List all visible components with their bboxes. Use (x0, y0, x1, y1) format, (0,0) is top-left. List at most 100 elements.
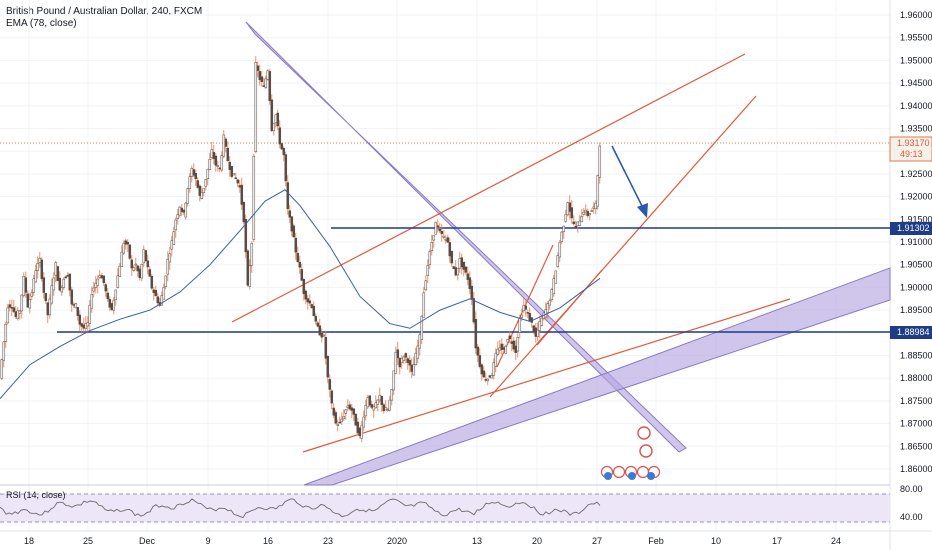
candle-body (302, 279, 306, 295)
candle-body (148, 269, 152, 277)
candle-body (502, 347, 506, 350)
candle-body (234, 177, 238, 179)
chart-title: British Pound / Australian Dollar, 240, … (6, 6, 203, 17)
candle-body (298, 261, 302, 268)
candle-body (290, 216, 294, 232)
candle-body (174, 219, 178, 231)
candle-body (472, 298, 476, 323)
upper-trendline[interactable] (231, 53, 746, 323)
event-flag-icon[interactable] (636, 465, 650, 479)
price-tick-label: 1.86500 (900, 441, 932, 451)
candle-body (526, 312, 530, 314)
price-tick-label: 1.92500 (900, 169, 932, 179)
candle-body (32, 278, 36, 293)
candle-body (288, 210, 292, 218)
candle-body (224, 138, 228, 147)
candle-body (572, 221, 576, 225)
candle-body (440, 230, 444, 235)
candle-body (594, 202, 598, 209)
candle-body (406, 358, 410, 363)
candle-body (68, 273, 72, 291)
candle-body (426, 265, 430, 276)
candle-body (108, 298, 112, 308)
candlestick-series (0, 56, 602, 443)
candle-body (432, 235, 436, 241)
event-flag-icon (604, 472, 612, 480)
candle-body (592, 206, 596, 209)
lower-trendline[interactable] (302, 298, 791, 453)
price-tick-label: 1.87500 (900, 396, 932, 406)
candle-body (146, 260, 150, 268)
ema-line (0, 189, 601, 399)
candle-body (228, 162, 232, 170)
candle-body (20, 294, 24, 312)
candle-body (482, 370, 486, 378)
candle-body (568, 202, 572, 212)
candle-body (404, 353, 408, 358)
candle-body (138, 268, 142, 278)
candle-body (92, 287, 96, 292)
candle-body (538, 321, 542, 331)
candle-body (436, 225, 440, 228)
time-tick-label: 20 (532, 536, 542, 546)
candle-body (184, 202, 188, 218)
candle-body (168, 253, 172, 263)
candle-body (164, 275, 168, 287)
candle-body (78, 314, 82, 325)
candle-body (190, 168, 194, 177)
candle-body (326, 355, 330, 378)
candle-body (364, 404, 368, 417)
time-axis[interactable]: 18 25 Dec 9 16 23 2020 13 20 27 Feb 10 17 24 (24, 536, 841, 546)
projection-arrow[interactable] (611, 145, 646, 213)
candle-body (372, 406, 376, 411)
candle-body (564, 214, 568, 222)
price-tick-label: 1.95000 (900, 55, 932, 65)
candle-body (212, 152, 216, 159)
event-flag-icon[interactable] (639, 444, 653, 458)
candle-body (116, 275, 120, 288)
price-tick-label: 1.95500 (900, 33, 932, 43)
candle-body (314, 315, 318, 322)
event-flag-icon (628, 472, 636, 480)
candle-body (264, 78, 268, 89)
descending-channel-band[interactable] (245, 21, 687, 453)
candle-body (84, 323, 88, 329)
candle-body (434, 222, 438, 235)
price-axis[interactable]: 1.96000 1.95500 1.95000 1.94500 1.94000 1.935… (900, 10, 932, 474)
candle-body (120, 251, 124, 267)
candle-body (252, 155, 256, 240)
candle-body (238, 185, 242, 188)
candle-body (524, 305, 528, 310)
time-tick-label: Feb (648, 536, 664, 546)
candle-body (544, 309, 548, 318)
event-flag-icon (647, 472, 655, 480)
candle-body (172, 231, 176, 245)
time-tick-label: Dec (139, 536, 156, 546)
price-tick-label: 1.94500 (900, 78, 932, 88)
steep-trendline[interactable] (489, 95, 757, 398)
candle-body (270, 99, 274, 131)
support-price-badge: 1.88984 (890, 326, 932, 339)
candle-body (242, 202, 246, 223)
candle-body (230, 165, 234, 177)
candle-body (156, 296, 160, 304)
time-tick-label: 16 (263, 536, 273, 546)
candle-body (204, 179, 208, 187)
candle-body (118, 265, 122, 277)
candle-body (176, 214, 180, 220)
candle-body (248, 265, 252, 287)
candle-body (412, 364, 416, 376)
candle-body (528, 313, 532, 322)
candle-body (532, 325, 536, 333)
ascending-channel-band[interactable] (303, 267, 891, 486)
candle-body (126, 241, 130, 245)
economic-events-icons[interactable] (600, 426, 661, 480)
candle-body (144, 250, 148, 262)
candle-body (154, 289, 158, 297)
event-flag-icon[interactable] (612, 465, 626, 479)
candle-body (554, 270, 558, 284)
candle-body (458, 258, 462, 269)
candle-body (492, 362, 496, 376)
event-flag-icon[interactable] (637, 426, 651, 440)
